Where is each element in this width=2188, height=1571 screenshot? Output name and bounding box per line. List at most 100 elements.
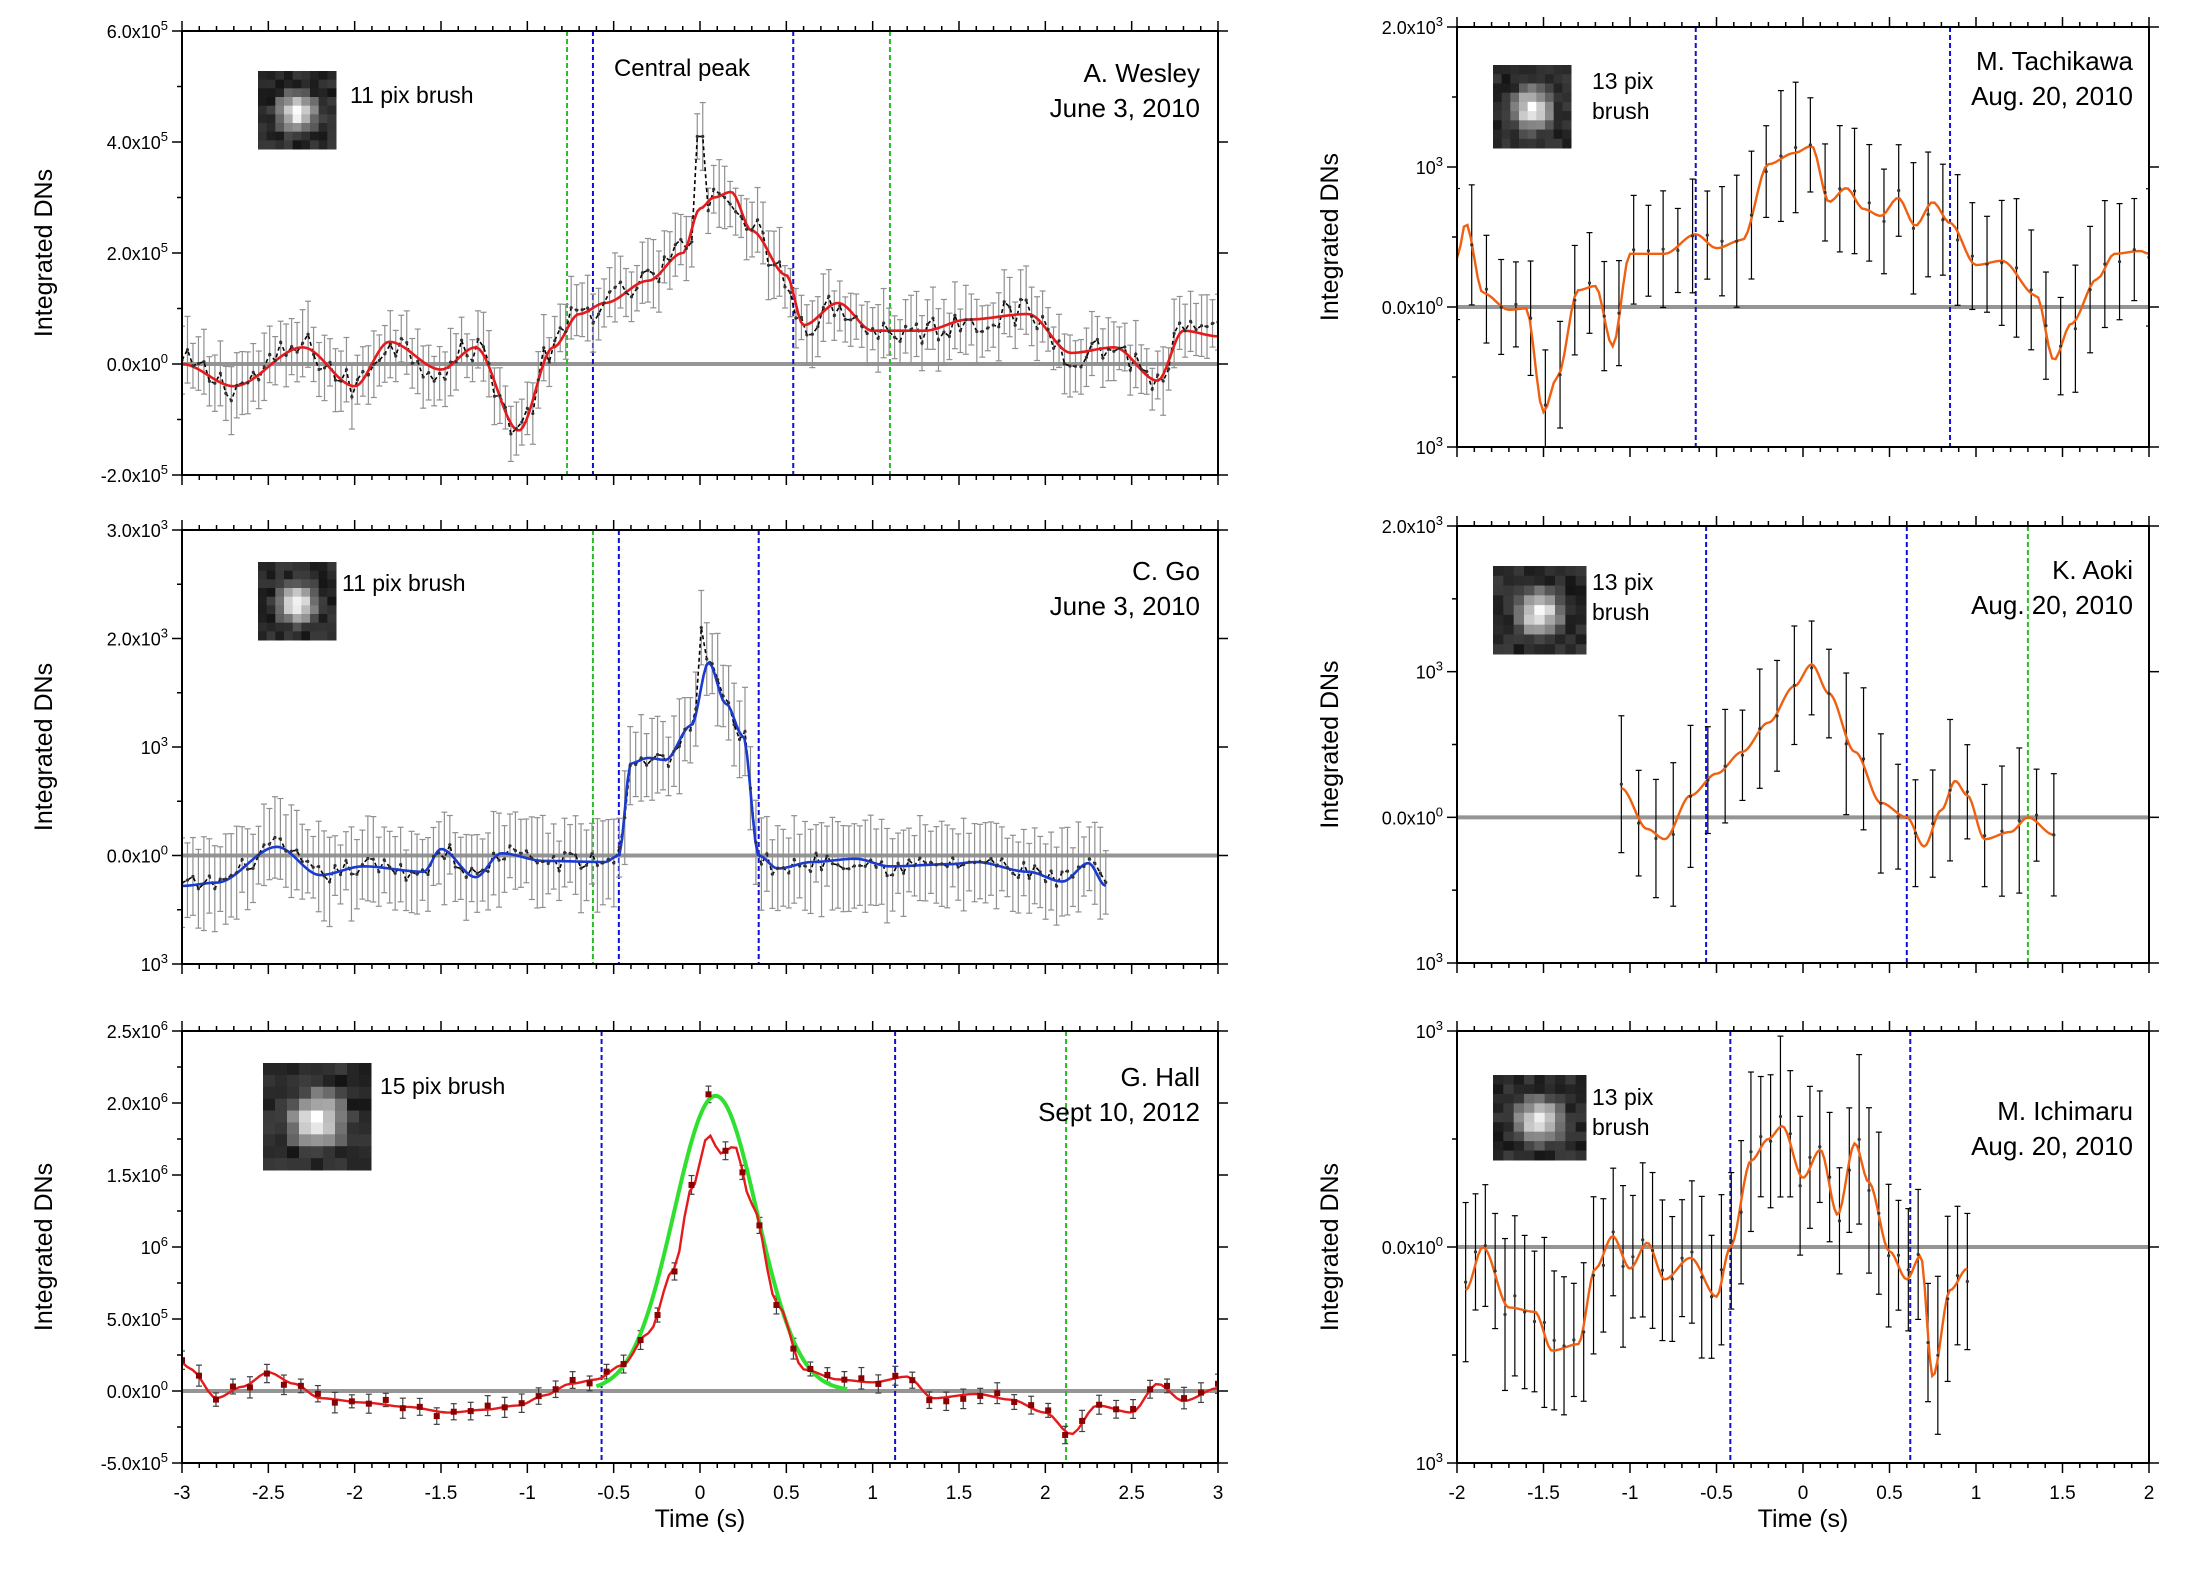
data-point [1523,1310,1527,1314]
data-point [1051,346,1056,350]
data-point [1955,1273,1960,1278]
data-point [1049,869,1053,873]
data-point [841,1376,848,1383]
data-point [925,322,930,327]
data-point [634,762,638,767]
data-point [624,290,628,295]
data-point [475,871,479,876]
data-point [1931,822,1935,826]
data-point [1095,337,1100,342]
data-point [827,294,831,298]
data-point [744,227,749,231]
data-point [635,286,639,290]
data-point [1499,305,1503,309]
y-tick-label: 106 [141,1234,168,1258]
data-point [564,330,568,334]
data-point [333,863,337,868]
data-point [338,872,343,877]
data-point [918,856,922,860]
data-point [1106,347,1110,351]
data-point [1529,316,1533,320]
data-point [903,324,908,328]
data-point [810,332,814,336]
data-point [1573,298,1577,302]
data-point [295,350,299,354]
data-point [1161,379,1165,383]
data-point [958,329,962,333]
data-point [814,851,818,855]
data-point [196,887,200,891]
data-point [2044,324,2048,328]
data-point [849,318,853,322]
data-point [1172,331,1176,336]
plot-area [182,31,1218,475]
data-point [262,843,266,847]
x-tick-label: 1 [867,1483,878,1504]
data-point [892,1372,899,1379]
data-point [1071,875,1075,879]
data-point [1983,833,1987,838]
data-point [459,866,463,870]
data-point [756,1222,763,1229]
data-point [748,786,753,790]
data-point [235,871,239,875]
data-point [940,862,944,866]
data-point [688,1181,695,1188]
x-ticks [181,520,1219,974]
data-point [553,339,557,343]
data-point [246,381,250,385]
x-tick-label: 2.5 [1118,1483,1144,1504]
data-point [2088,287,2092,292]
data-point [394,354,398,358]
data-point [1654,836,1658,841]
data-point [781,866,785,870]
data-point [344,859,348,863]
data-point [1205,324,1209,329]
data-point [629,295,634,299]
y-tick-label: 0.0x100 [1382,804,1443,828]
data-point [1104,880,1108,884]
data-point [1602,314,1606,318]
data-point [273,835,277,840]
data-point [1926,1340,1930,1345]
data-point [668,258,672,263]
data-point [936,338,941,342]
data-point [1709,1295,1714,1299]
data-point [1073,364,1078,368]
data-point [2029,288,2033,292]
data-point [1861,757,1866,761]
data-point [986,326,990,330]
data-point [712,187,716,191]
data-point [1065,869,1070,873]
data-point [1670,1277,1674,1281]
data-point [372,362,376,366]
data-point [2132,247,2136,252]
y-tick-label: 103 [1416,154,1443,178]
data-point [399,336,403,341]
data-point [690,240,694,244]
date-label: Sept 10, 2012 [1038,1097,1200,1127]
data-point [514,426,518,431]
data-point [327,880,332,884]
data-point [699,626,703,630]
data-point [432,379,436,383]
data-point [1671,832,1675,837]
data-point [909,327,913,332]
data-point [245,867,250,871]
data-point [896,861,900,865]
data-point [1641,1238,1645,1242]
date-label: Aug. 20, 2010 [1971,81,2133,111]
data-point [1700,1275,1704,1279]
data-point [580,308,584,312]
data-point [770,872,774,876]
data-point [1619,782,1623,786]
data-point [951,856,955,860]
data-point [1150,387,1154,391]
data-point [257,378,261,382]
data-point [717,191,721,196]
smooth-series [1464,1124,1968,1379]
data-point [322,874,326,878]
data-point [1068,364,1072,368]
data-point [1794,145,1798,150]
data-point [1113,1406,1120,1413]
